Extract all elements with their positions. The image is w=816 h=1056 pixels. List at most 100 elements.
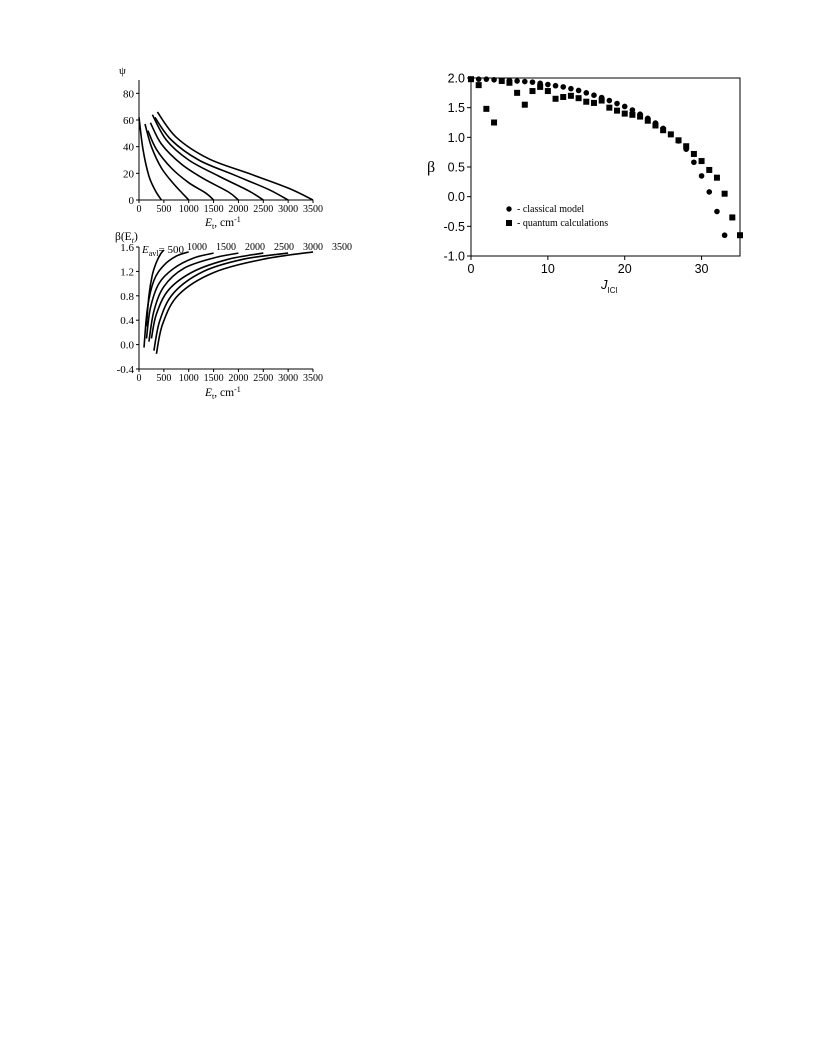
- classical-point: [660, 125, 666, 132]
- classical-point: [683, 146, 689, 152]
- quantum-point: [544, 88, 551, 95]
- beta-et-x-tick-label: 1000: [179, 373, 199, 384]
- beta-j-x-label: JICl: [600, 277, 618, 295]
- legend-square-marker: [506, 220, 512, 226]
- psi-x-tick-label: 2000: [228, 204, 248, 215]
- psi-x-tick-label: 0: [137, 204, 142, 215]
- quantum-point: [652, 122, 659, 129]
- quantum-point: [690, 150, 697, 157]
- classical-point: [598, 94, 605, 101]
- eavl-top-label: 2000: [245, 242, 265, 253]
- beta-j-x-tick-label: 20: [618, 262, 632, 276]
- quantum-point: [667, 131, 674, 138]
- classical-point: [575, 87, 582, 94]
- legend-circle-marker: [506, 206, 512, 212]
- beta-et-curve-5: [150, 252, 264, 339]
- beta-j-plot-frame: [470, 77, 741, 257]
- quantum-point: [706, 166, 713, 173]
- eavl-top-label: 3000: [303, 242, 323, 253]
- classical-point: [714, 208, 720, 215]
- classical-point: [629, 107, 636, 113]
- quantum-point: [675, 137, 682, 144]
- eavl-top-label: 3500: [332, 242, 352, 253]
- psi-x-tick-label: 1000: [179, 204, 199, 215]
- psi-curve-7: [156, 111, 314, 201]
- classical-point: [691, 159, 697, 166]
- classical-point: [637, 111, 643, 117]
- beta-et-curve-6: [153, 252, 289, 351]
- classical-point: [644, 115, 651, 122]
- quantum-point: [637, 113, 644, 120]
- psi-curve-1: [138, 117, 163, 201]
- quantum-point: [660, 127, 667, 134]
- psi-y-tick-label: 80: [123, 88, 135, 100]
- beta-j-y-tick-label: -1.0: [443, 250, 465, 264]
- classical-point: [483, 76, 490, 82]
- classical-point: [514, 78, 520, 84]
- beta-et-x-tick-label: 500: [156, 373, 171, 384]
- legend-eavl-label: Eavl= 500: [141, 244, 184, 258]
- beta-et-curve-3: [145, 252, 214, 339]
- quantum-point: [521, 101, 528, 108]
- quantum-point: [713, 174, 720, 181]
- eavl-top-label: 2500: [274, 242, 294, 253]
- quantum-point: [560, 93, 567, 100]
- beta-et-curve-7: [155, 251, 314, 354]
- quantum-point: [537, 83, 544, 90]
- beta-et-x-tick-label: 3000: [278, 373, 298, 384]
- psi-x-tick-label: 3500: [303, 204, 323, 215]
- classical-point: [506, 77, 513, 84]
- quantum-point: [606, 104, 613, 111]
- beta-et-curve-4: [148, 252, 239, 342]
- psi-curve-6: [154, 116, 289, 201]
- classical-point: [568, 85, 574, 92]
- quantum-point: [498, 77, 505, 84]
- classical-point: [698, 173, 705, 179]
- quantum-point: [590, 99, 597, 106]
- classical-point: [552, 82, 559, 89]
- classical-point: [537, 80, 543, 87]
- beta-et-x-tick-label: 2500: [253, 373, 273, 384]
- beta-et-y-label: β(Et): [115, 231, 138, 245]
- beta-j-y-tick-label: 0.5: [448, 161, 465, 175]
- psi-y-label: ψ: [119, 65, 126, 77]
- beta-et-x-tick-label: 2000: [228, 373, 248, 384]
- classical-point: [583, 90, 590, 96]
- psi-x-tick-label: 500: [156, 204, 171, 215]
- beta-j-x-tick-label: 0: [468, 262, 475, 276]
- classical-point: [529, 79, 536, 85]
- classical-point: [475, 76, 482, 82]
- classical-point: [652, 120, 659, 126]
- psi-x-tick-label: 3000: [278, 204, 298, 215]
- quantum-point: [468, 76, 474, 83]
- psi-curve-5: [151, 114, 264, 201]
- beta-j-y-tick-label: 1.0: [448, 131, 465, 145]
- quantum-point: [552, 95, 559, 102]
- classical-point: [675, 138, 682, 144]
- quantum-point: [729, 214, 736, 221]
- psi-x-label: Et, cm-1: [204, 215, 241, 231]
- psi-y-tick-label: 20: [123, 168, 135, 180]
- beta-j-y-tick-label: 1.5: [448, 101, 465, 115]
- quantum-point: [629, 111, 636, 118]
- quantum-point: [575, 95, 582, 102]
- eavl-top-label: 1500: [216, 242, 236, 253]
- quantum-point: [598, 97, 605, 104]
- quantum-point: [529, 88, 536, 95]
- quantum-point: [506, 79, 513, 86]
- psi-curve-2: [144, 123, 190, 201]
- classical-point: [491, 76, 497, 83]
- quantum-point: [514, 89, 521, 96]
- psi-curve-4: [149, 122, 239, 201]
- classical-point: [545, 81, 551, 88]
- beta-j-x-tick-label: 30: [695, 262, 709, 276]
- quantum-point: [491, 119, 498, 126]
- classical-point: [706, 189, 713, 195]
- classical-point: [522, 78, 528, 85]
- beta-et-y-tick-label: 0.0: [120, 340, 134, 352]
- quantum-point: [614, 107, 621, 114]
- classical-point: [606, 97, 613, 104]
